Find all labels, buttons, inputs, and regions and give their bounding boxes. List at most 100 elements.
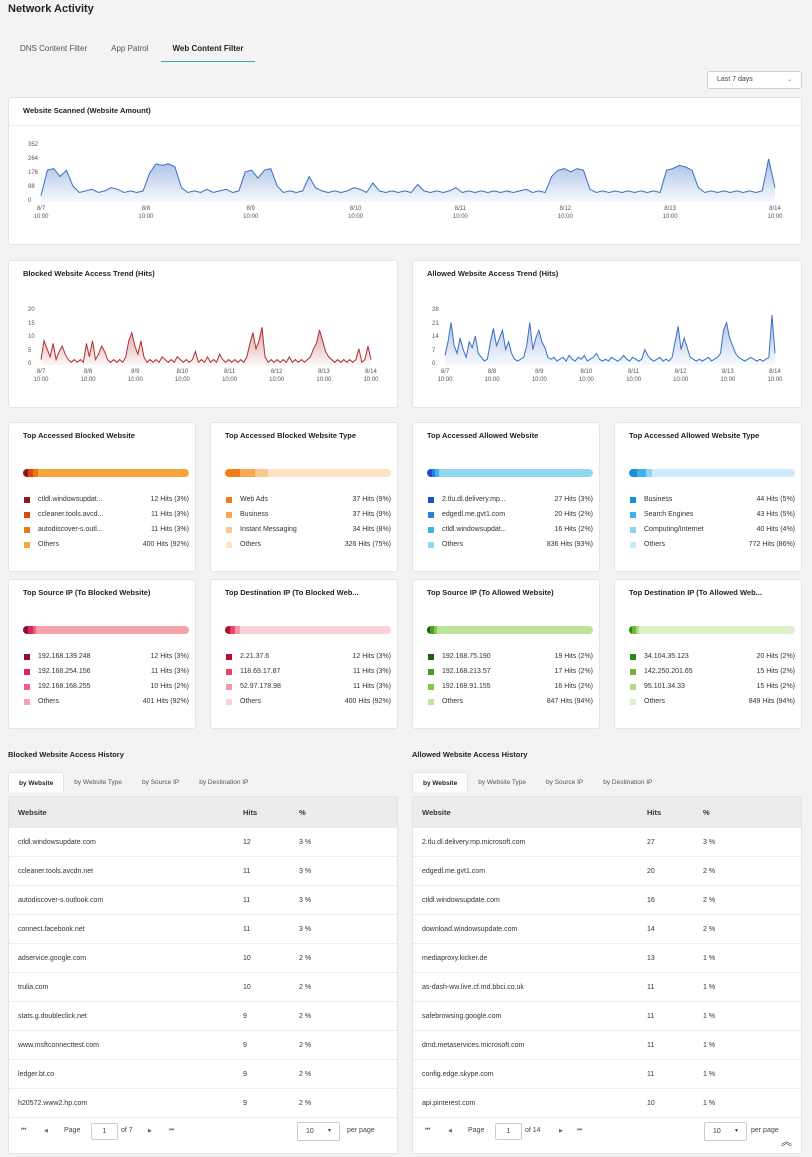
double-chevron-up-icon[interactable]: ︽ <box>781 1136 792 1148</box>
stacked-bar <box>427 626 593 634</box>
legend-item: ccleaner.tools.avcd... 11 Hits (3%) <box>23 507 189 522</box>
column-header[interactable]: % <box>299 808 306 817</box>
x-tick-date: 8/14 <box>365 369 377 375</box>
y-tick-label: 264 <box>28 156 39 162</box>
bar-segment <box>438 469 593 477</box>
table-row[interactable]: ccleaner.tools.avcdn.net 11 3 % <box>9 857 397 886</box>
legend-label: 142.250.201.65 <box>644 668 693 675</box>
tab-web-content-filter[interactable]: Web Content Filter <box>160 40 256 62</box>
prev-page-button[interactable]: ◀ <box>448 1128 452 1134</box>
legend-label: Search Engines <box>644 511 694 518</box>
table-cell: 20 <box>647 868 655 875</box>
legend-label: Others <box>644 541 666 548</box>
x-tick-time: 10:00 <box>662 214 678 220</box>
x-tick-label: 8/8 10:00 <box>477 368 507 384</box>
per-page-value: 10 <box>306 1128 314 1135</box>
table-cell: h20572.www2.hp.com <box>18 1100 88 1107</box>
legend-value: 847 Hits (94%) <box>546 698 593 705</box>
per-page-select[interactable]: 10 ▾ <box>297 1122 340 1141</box>
table-row[interactable]: h20572.www2.hp.com 9 2 % <box>9 1089 397 1118</box>
column-header[interactable]: Hits <box>647 808 662 817</box>
tab-bar: DNS Content Filter App Patrol Web Conten… <box>8 40 256 62</box>
column-header[interactable]: Website <box>422 808 451 817</box>
legend: 2.21.37.6 12 Hits (3%) 118.69.17.87 11 Hits… <box>225 649 391 709</box>
table-row[interactable]: adservice.google.com 10 2 % <box>9 944 397 973</box>
tab-dns-content-filter[interactable]: DNS Content Filter <box>20 44 88 53</box>
table-cell: 9 <box>243 1100 247 1107</box>
last-page-button[interactable]: ⏭ <box>169 1127 175 1133</box>
table-row[interactable]: mediaproxy.kicker.de 13 1 % <box>413 944 801 973</box>
x-tick-label: 8/12 10:00 <box>550 205 580 221</box>
tab-by-website-type[interactable]: by Website Type <box>74 779 123 786</box>
legend-item: Web Ads 37 Hits (9%) <box>225 492 391 507</box>
x-tick-time: 10:00 <box>33 214 49 220</box>
legend-value: 772 Hits (86%) <box>748 541 795 548</box>
top-card: Top Accessed Blocked Website ctldl.window… <box>8 422 196 572</box>
page-title: Network Activity <box>8 3 94 15</box>
table-header: Website Hits% <box>9 797 397 828</box>
x-tick-date: 8/14 <box>769 369 781 375</box>
column-header[interactable]: Website <box>18 808 47 817</box>
time-range-select[interactable]: Last 7 days ⌄ <box>707 71 802 89</box>
table-row[interactable]: stats.g.doubleclick.net 9 2 % <box>9 1002 397 1031</box>
table-row[interactable]: safebrowsing.google.com 11 1 % <box>413 1002 801 1031</box>
legend-swatch <box>428 699 434 705</box>
bar-segment <box>27 469 33 477</box>
stacked-bar <box>23 626 189 634</box>
table-cell: 11 <box>647 984 655 991</box>
table-row[interactable]: ctldl.windowsupdate.com 12 3 % <box>9 828 397 857</box>
first-page-button[interactable]: ⏮ <box>425 1127 431 1133</box>
x-tick-time: 10:00 <box>437 377 453 383</box>
table-row[interactable]: download.windowsupdate.com 14 2 % <box>413 915 801 944</box>
tab-by-destination-ip[interactable]: by Destination IP <box>199 779 249 786</box>
x-tick-time: 10:00 <box>348 214 364 220</box>
table-row[interactable]: api.pinterest.com 10 1 % <box>413 1089 801 1118</box>
tab-by-destination-ip[interactable]: by Destination IP <box>603 779 653 786</box>
bar-segment <box>23 469 28 477</box>
table-row[interactable]: edgedl.me.gvt1.com 20 2 % <box>413 857 801 886</box>
legend-label: Others <box>240 698 262 705</box>
first-page-button[interactable]: ⏮ <box>21 1127 27 1133</box>
column-header[interactable]: % <box>703 808 710 817</box>
per-page-select[interactable]: 10 ▾ <box>704 1122 747 1141</box>
caret-down-icon: ▾ <box>328 1128 332 1134</box>
table-row[interactable]: 2.tlu.dl.delivery.mp.microsoft.com 27 3 % <box>413 828 801 857</box>
top-card: Top Accessed Blocked Website Type Web Ads… <box>210 422 398 572</box>
column-header[interactable]: Hits <box>243 808 258 817</box>
table-row[interactable]: as-dash-ww.live.cf.md.bbci.co.uk 11 1 % <box>413 973 801 1002</box>
legend-label: 192.168.75.190 <box>442 653 491 660</box>
table-cell: 10 <box>243 984 251 991</box>
legend-item: Business 44 Hits (5%) <box>629 492 795 507</box>
tab-by-source-ip[interactable]: by Source IP <box>546 779 584 786</box>
legend-label: 192.168.139.248 <box>38 653 91 660</box>
table-row[interactable]: connect.facebook.net 11 3 % <box>9 915 397 944</box>
top-card: Top Source IP (To Allowed Website) 192.16… <box>412 579 600 729</box>
blocked-trend-card: Blocked Website Access Trend (Hits) 0 5 10… <box>8 260 398 408</box>
legend-label: 34.104.35.123 <box>644 653 689 660</box>
x-tick-date: 8/7 <box>440 369 450 375</box>
next-page-button[interactable]: ▶ <box>559 1128 563 1134</box>
table-row[interactable]: ledger.bt.co 9 2 % <box>9 1060 397 1089</box>
table-row[interactable]: trulia.com 10 2 % <box>9 973 397 1002</box>
table-row[interactable]: config.edge.skype.com 11 1 % <box>413 1060 801 1089</box>
tab-by-website[interactable]: by Website <box>8 772 65 792</box>
table-row[interactable]: dmd.metaservices.microsoft.com 11 1 % <box>413 1031 801 1060</box>
tab-by-source-ip[interactable]: by Source IP <box>142 779 180 786</box>
bar-segment <box>32 626 37 634</box>
tab-app-patrol[interactable]: App Patrol <box>111 44 149 53</box>
next-page-button[interactable]: ▶ <box>148 1128 152 1134</box>
table-row[interactable]: ctldl.windowsupdate.com 16 2 % <box>413 886 801 915</box>
pagination: ⏮ ◀ Page 1 of 7 ▶ ⏭ 10 ▾ per page <box>9 1118 397 1148</box>
page-number-input[interactable]: 1 <box>91 1123 118 1140</box>
legend-swatch <box>428 542 434 548</box>
page-number-input[interactable]: 1 <box>495 1123 522 1140</box>
tab-by-website[interactable]: by Website <box>412 772 469 792</box>
legend-label: ctldl.windowsupdat... <box>38 496 103 503</box>
last-page-button[interactable]: ⏭ <box>577 1127 583 1133</box>
table-row[interactable]: autodiscover-s.outlook.com 11 3 % <box>9 886 397 915</box>
stacked-bar <box>23 469 189 477</box>
tab-by-website-type[interactable]: by Website Type <box>478 779 527 786</box>
table-row[interactable]: www.msftconnecttest.com 9 2 % <box>9 1031 397 1060</box>
prev-page-button[interactable]: ◀ <box>44 1128 48 1134</box>
legend-item: Instant Messaging 34 Hits (8%) <box>225 522 391 537</box>
